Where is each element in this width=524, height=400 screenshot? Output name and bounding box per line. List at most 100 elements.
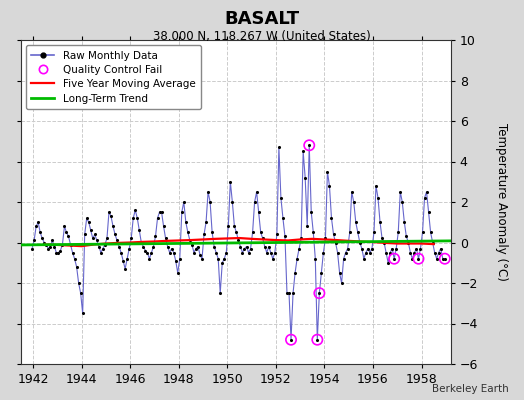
Point [91,231,99,238]
Point [208,229,216,236]
Point [115,243,123,250]
Point [416,245,424,252]
Point [97,250,105,256]
Point [64,233,73,240]
Point [143,250,151,256]
Point [255,209,263,215]
Point [111,231,119,238]
Point [362,250,370,256]
Point [321,235,330,242]
Point [159,223,168,230]
Point [149,243,158,250]
Point [230,223,238,230]
Point [236,243,245,250]
Point [171,258,180,264]
Point [303,223,311,230]
Point [400,219,409,226]
Point [139,243,148,250]
Point [319,250,328,256]
Point [248,229,257,236]
Point [269,256,277,262]
Point [109,223,117,230]
Point [173,270,182,276]
Point [198,256,206,262]
Point [141,247,149,254]
Point [384,260,392,266]
Point [169,250,178,256]
Point [93,237,101,244]
Point [420,195,429,201]
Point [352,219,360,226]
Point [218,260,226,266]
Point [40,239,48,246]
Point [145,256,154,262]
Point [309,229,318,236]
Point [70,256,79,262]
Point [228,199,236,205]
Point [329,231,337,238]
Point [404,239,412,246]
Point [358,245,366,252]
Point [370,229,378,236]
Point [46,243,54,250]
Point [422,189,431,195]
Text: Berkeley Earth: Berkeley Earth [432,384,508,394]
Point [50,243,59,250]
Point [58,241,67,248]
Point [154,215,162,222]
Point [287,336,295,343]
Point [157,209,166,215]
Point [135,227,144,234]
Point [28,245,36,252]
Point [441,256,449,262]
Point [137,239,146,246]
Point [350,199,358,205]
Point [89,235,97,242]
Point [133,215,141,222]
Point [275,144,283,150]
Point [305,142,313,148]
Point [345,229,354,236]
Point [281,233,289,240]
Point [283,290,291,296]
Point [328,215,336,222]
Point [99,245,107,252]
Point [119,258,127,264]
Text: 38.000 N, 118.267 W (United States): 38.000 N, 118.267 W (United States) [153,30,371,43]
Point [285,290,293,296]
Point [226,178,235,185]
Point [323,168,332,175]
Point [155,209,163,215]
Point [127,235,135,242]
Point [67,241,75,248]
Point [335,270,344,276]
Point [79,310,87,316]
Point [107,213,115,219]
Point [390,256,398,262]
Point [74,280,83,286]
Point [337,280,346,286]
Point [129,215,137,222]
Point [234,237,243,244]
Point [263,250,271,256]
Point [250,199,259,205]
Point [42,241,50,248]
Point [315,290,323,296]
Point [297,235,305,242]
Point [315,290,323,296]
Point [356,239,364,246]
Point [103,235,111,242]
Point [86,227,95,234]
Point [325,182,334,189]
Point [277,195,285,201]
Point [202,219,210,226]
Point [270,250,279,256]
Point [161,235,170,242]
Point [60,223,69,230]
Point [81,231,89,238]
Point [224,223,233,230]
Point [441,256,449,262]
Point [359,256,368,262]
Point [289,290,297,296]
Point [95,243,103,250]
